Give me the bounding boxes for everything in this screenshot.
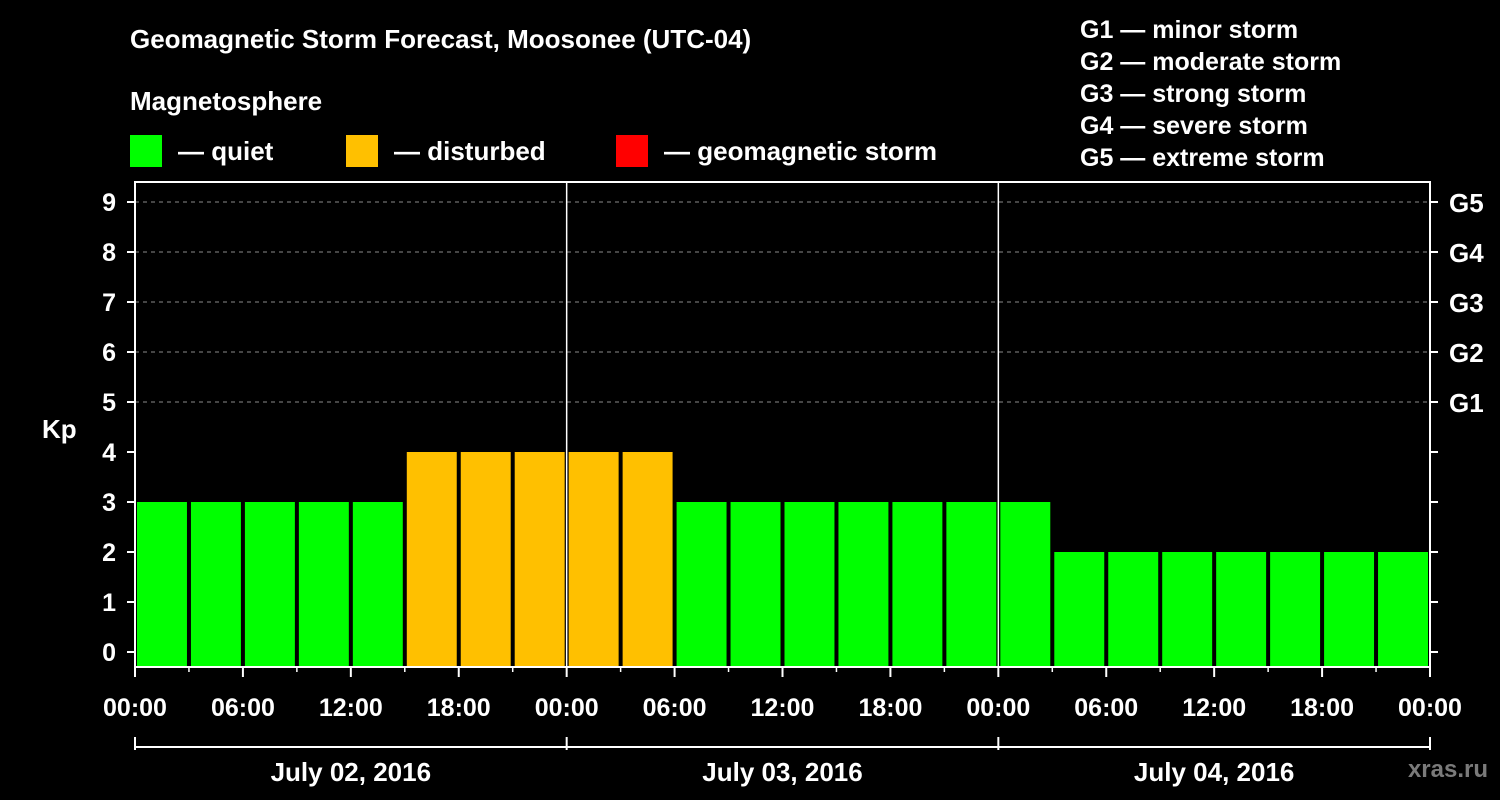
chart-title: Geomagnetic Storm Forecast, Moosonee (UT… xyxy=(130,24,752,54)
x-tick-label: 18:00 xyxy=(1290,694,1354,722)
storm-level-g2: G2 — moderate storm xyxy=(1080,48,1342,76)
legend-swatch-disturbed xyxy=(346,135,378,167)
kp-bar xyxy=(784,502,835,667)
kp-bar xyxy=(946,502,997,667)
storm-level-g1: G1 — minor storm xyxy=(1080,16,1299,44)
y-tick-label: 3 xyxy=(102,489,116,517)
x-tick-label: 12:00 xyxy=(751,694,815,722)
storm-level-g3: G3 — strong storm xyxy=(1080,80,1307,108)
x-tick-label: 06:00 xyxy=(1074,694,1138,722)
storm-level-axis-label: G4 xyxy=(1449,238,1484,268)
x-tick-label: 18:00 xyxy=(858,694,922,722)
kp-bar xyxy=(244,502,295,667)
day-label: July 02, 2016 xyxy=(271,757,431,787)
legend-swatch-storm xyxy=(616,135,648,167)
y-tick-label: 7 xyxy=(102,289,116,317)
legend-label-quiet: — quiet xyxy=(178,135,274,166)
storm-level-legend: G1 — minor storm G2 — moderate storm G3 … xyxy=(1080,14,1341,174)
kp-bar xyxy=(568,452,619,667)
x-tick-label: 00:00 xyxy=(1398,694,1462,722)
storm-level-g4: G4 — severe storm xyxy=(1080,112,1308,140)
kp-bar xyxy=(622,452,673,667)
kp-bar xyxy=(137,502,187,667)
legend-storm: — geomagnetic storm xyxy=(616,134,937,168)
kp-bar xyxy=(730,502,781,667)
x-tick-label: 00:00 xyxy=(103,694,167,722)
x-tick-label: 06:00 xyxy=(211,694,275,722)
x-tick-label: 18:00 xyxy=(427,694,491,722)
y-tick-label: 9 xyxy=(102,189,116,217)
storm-level-g5: G5 — extreme storm xyxy=(1080,144,1325,172)
kp-bar xyxy=(298,502,349,667)
x-tick-label: 00:00 xyxy=(535,694,599,722)
kp-bar xyxy=(838,502,889,667)
y-tick-label: 5 xyxy=(102,389,116,417)
kp-bar xyxy=(1270,552,1321,667)
legend-quiet: — quiet xyxy=(130,134,273,168)
kp-bar xyxy=(1108,552,1159,667)
legend-label-storm: — geomagnetic storm xyxy=(664,135,938,166)
kp-bar xyxy=(514,452,565,667)
kp-bar xyxy=(1000,502,1051,667)
x-tick-label: 06:00 xyxy=(643,694,707,722)
storm-level-axis-label: G5 xyxy=(1449,188,1484,218)
y-tick-label: 6 xyxy=(102,339,116,367)
legend-label-disturbed: — disturbed xyxy=(394,135,546,166)
storm-level-axis-label: G2 xyxy=(1449,338,1484,368)
y-axis-label: Kp xyxy=(42,414,77,444)
kp-bar xyxy=(406,452,457,667)
watermark: xras.ru xyxy=(1407,756,1488,783)
day-label: July 03, 2016 xyxy=(702,757,862,787)
x-tick-label: 12:00 xyxy=(1182,694,1246,722)
kp-bar xyxy=(1324,552,1375,667)
legend-swatch-quiet xyxy=(130,135,162,167)
kp-bar xyxy=(1216,552,1267,667)
kp-bar xyxy=(460,452,511,667)
storm-level-axis-label: G3 xyxy=(1449,288,1484,318)
magnetosphere-label: Magnetosphere xyxy=(130,86,323,116)
y-tick-label: 8 xyxy=(102,239,116,267)
day-label: July 04, 2016 xyxy=(1134,757,1294,787)
y-tick-label: 2 xyxy=(102,539,116,567)
kp-bar xyxy=(676,502,727,667)
storm-level-axis-label: G1 xyxy=(1449,388,1484,418)
kp-bar xyxy=(190,502,241,667)
kp-bar xyxy=(1054,552,1105,667)
kp-bar xyxy=(892,502,943,667)
y-tick-label: 0 xyxy=(102,639,116,667)
y-tick-label: 4 xyxy=(102,439,116,467)
kp-bar xyxy=(1378,552,1428,667)
x-tick-label: 00:00 xyxy=(966,694,1030,722)
kp-bar xyxy=(352,502,403,667)
x-tick-label: 12:00 xyxy=(319,694,383,722)
y-tick-label: 1 xyxy=(102,589,116,617)
kp-bar xyxy=(1162,552,1213,667)
legend-disturbed: — disturbed xyxy=(346,134,546,168)
